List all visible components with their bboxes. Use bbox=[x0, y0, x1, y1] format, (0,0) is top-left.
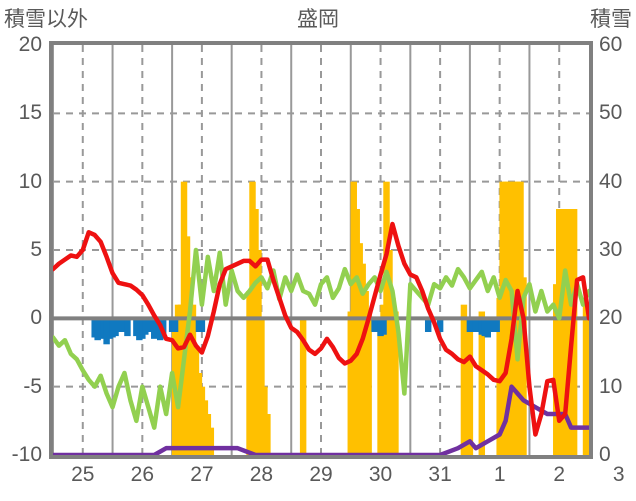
x-axis-tick-8: 2 bbox=[553, 463, 566, 486]
chart-canvas bbox=[53, 45, 589, 455]
left-axis-tick-6: -10 bbox=[11, 443, 42, 466]
x-axis-tick-1: 26 bbox=[130, 463, 155, 486]
right-axis-tick-2: 40 bbox=[599, 169, 623, 193]
right-axis-tick-4: 20 bbox=[599, 306, 623, 330]
plot-area bbox=[49, 41, 593, 459]
x-axis-tick-4: 29 bbox=[309, 463, 333, 486]
x-axis-tick-7: 1 bbox=[493, 463, 506, 486]
left-axis-tick-5: -5 bbox=[23, 374, 42, 398]
series-lines bbox=[53, 221, 589, 455]
x-axis-tick-2: 27 bbox=[190, 463, 214, 486]
x-axis-tick-6: 31 bbox=[428, 463, 452, 486]
x-axis-tick-9: 3 bbox=[612, 463, 625, 486]
right-axis-tick-0: 60 bbox=[599, 33, 623, 56]
left-axis-tick-4: 0 bbox=[30, 306, 42, 330]
left-axis-tick-0: 20 bbox=[18, 33, 42, 56]
page-title: 盛岡 bbox=[297, 8, 339, 31]
x-axis-tick-5: 30 bbox=[368, 463, 393, 486]
right-axis-tick-1: 50 bbox=[599, 101, 623, 125]
left-axis-tick-2: 10 bbox=[18, 169, 42, 193]
right-axis-title: 積雪 bbox=[590, 8, 632, 31]
right-axis-tick-6: 0 bbox=[599, 443, 611, 466]
left-axis-tick-1: 15 bbox=[18, 101, 42, 125]
precipitation-bars bbox=[91, 318, 500, 345]
left-axis-title: 積雪以外 bbox=[4, 8, 88, 31]
x-axis-tick-0: 25 bbox=[71, 463, 95, 486]
x-axis-tick-3: 28 bbox=[249, 463, 274, 486]
right-axis-tick-5: 10 bbox=[599, 374, 623, 398]
left-axis-tick-3: 5 bbox=[30, 238, 42, 261]
plot-inner bbox=[53, 45, 589, 455]
right-axis-tick-3: 30 bbox=[599, 238, 623, 261]
